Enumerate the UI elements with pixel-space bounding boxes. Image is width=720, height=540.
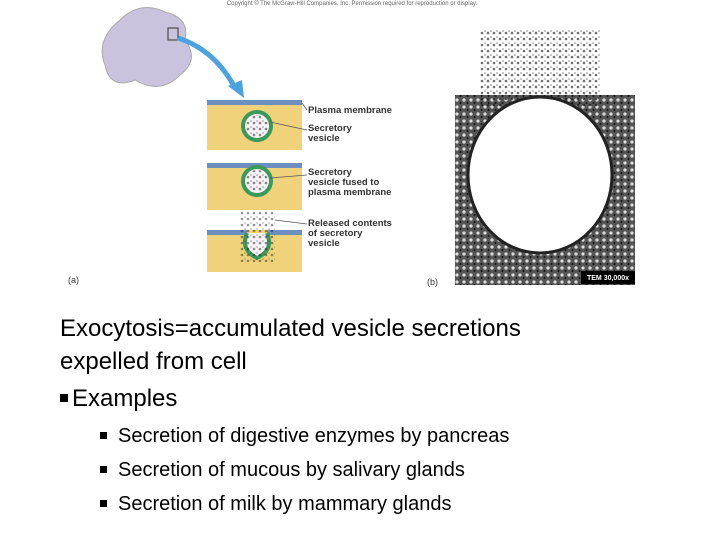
- bullet-marker: [100, 432, 107, 439]
- vesicle-contents: [246, 170, 268, 192]
- figure-label: Secretory vesicle fused to plasma membrane: [308, 167, 391, 198]
- label-line: vesicle fused to: [308, 177, 379, 188]
- label-line: Released contents: [308, 218, 392, 229]
- arrow-head: [228, 80, 244, 98]
- label-line: Plasma membrane: [308, 105, 392, 116]
- figure-label: Released contents of secretory vesicle: [308, 218, 392, 249]
- panel-label: (b): [427, 277, 438, 287]
- zoom-box: [167, 27, 179, 41]
- bullet: Secretion of mucous by salivary glands: [100, 459, 465, 482]
- label-line: plasma membrane: [308, 187, 391, 198]
- scale-box: [581, 271, 635, 284]
- vesicle-contents: [246, 115, 268, 137]
- bullet: Secretion of digestive enzymes by pancre…: [100, 425, 509, 448]
- bullet-text: Secretion of milk by mammary glands: [118, 493, 452, 515]
- scale-label: TEM 30,000x: [587, 275, 629, 282]
- micrograph-vesicle: [466, 95, 614, 255]
- figure-label: Plasma membrane: [308, 105, 392, 116]
- label-line: vesicle: [308, 133, 340, 144]
- bullet-marker: [60, 394, 68, 402]
- membrane: [207, 100, 302, 105]
- copyright: Copyright © The McGraw-Hill Companies, I…: [227, 0, 478, 7]
- main-text: Exocytosis=accumulated vesicle secretion…: [60, 312, 521, 378]
- main-line: Exocytosis=accumulated vesicle secretion…: [60, 315, 521, 342]
- bullet-marker: [100, 466, 107, 473]
- leaders: [269, 102, 308, 225]
- cell: [101, 7, 192, 87]
- label-line: Secretory: [308, 123, 353, 134]
- sub-heading: Examples: [60, 385, 177, 413]
- arrow: [177, 35, 238, 90]
- label-line: of secretory: [308, 228, 363, 239]
- membrane: [207, 230, 247, 235]
- figure: Copyright © The McGraw-Hill Companies, I…: [68, 0, 635, 287]
- released-contents: [240, 212, 275, 262]
- label-line: vesicle: [308, 238, 340, 249]
- bullet-text: Secretion of mucous by salivary glands: [118, 459, 465, 481]
- bullet: Secretion of milk by mammary glands: [100, 493, 451, 516]
- label-line: Secretory: [308, 167, 353, 178]
- figure-label: Secretory vesicle: [308, 123, 353, 144]
- membrane: [267, 230, 302, 235]
- bullet-text: Secretion of digestive enzymes by pancre…: [118, 425, 510, 447]
- main-line: expelled from cell: [60, 348, 247, 375]
- bullet-marker: [100, 500, 107, 507]
- panel-label: (a): [68, 275, 79, 285]
- sub-heading-text: Examples: [72, 385, 178, 412]
